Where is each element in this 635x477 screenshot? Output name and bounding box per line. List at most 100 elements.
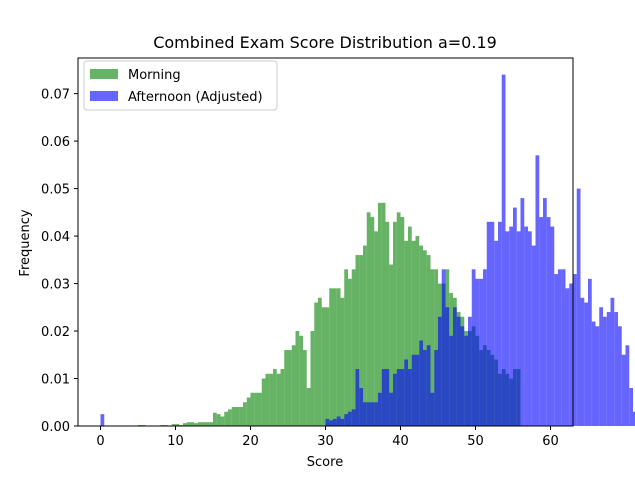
bar <box>558 269 562 426</box>
bar <box>610 297 615 426</box>
x-tick-label: 0 <box>96 434 104 449</box>
bar <box>505 231 510 426</box>
bar <box>486 221 491 426</box>
bar <box>205 422 210 426</box>
bar <box>565 288 570 426</box>
bar <box>498 221 502 426</box>
y-tick-label: 0.03 <box>41 278 70 293</box>
bar <box>438 316 442 426</box>
bar <box>550 226 555 426</box>
bar <box>374 231 378 426</box>
bar <box>456 316 461 426</box>
bar <box>625 345 630 426</box>
x-tick-label: 20 <box>242 434 259 449</box>
bar <box>603 316 607 426</box>
bar <box>340 418 345 426</box>
bar <box>228 409 232 426</box>
bar <box>250 392 255 426</box>
bar <box>426 255 431 426</box>
bar <box>348 411 352 426</box>
bar <box>475 278 480 426</box>
bar <box>325 418 330 426</box>
legend: Morning Afternoon (Adjusted) <box>83 60 278 111</box>
legend-frame <box>83 60 278 111</box>
bar <box>355 255 360 426</box>
bar <box>599 307 603 426</box>
bar <box>629 388 633 426</box>
bar <box>576 188 581 426</box>
bar <box>415 354 420 426</box>
bar <box>411 354 416 426</box>
bar <box>359 255 363 426</box>
bar <box>299 335 303 426</box>
bar <box>614 312 618 426</box>
bar <box>265 373 270 426</box>
bar <box>494 240 498 426</box>
bar <box>400 217 405 426</box>
bar <box>310 331 315 426</box>
legend-swatch-morning <box>90 69 118 79</box>
bar <box>404 240 408 426</box>
bar <box>295 331 300 426</box>
bar <box>483 269 487 426</box>
bar <box>363 245 367 426</box>
bar <box>175 424 180 426</box>
bar <box>490 221 495 426</box>
bar <box>449 335 453 426</box>
bar <box>423 350 427 426</box>
x-tick-label: 10 <box>167 434 184 449</box>
bar <box>539 217 543 426</box>
bar <box>400 369 405 426</box>
y-tick-label: 0.04 <box>41 230 70 245</box>
bar <box>246 397 251 426</box>
bar <box>348 278 352 426</box>
bar <box>198 422 202 426</box>
bar <box>269 373 273 426</box>
bar <box>509 226 513 426</box>
bar <box>186 422 191 426</box>
y-tick-label: 0.02 <box>41 325 70 340</box>
bar <box>419 245 423 426</box>
bar <box>426 345 431 426</box>
bar <box>231 407 236 426</box>
bar <box>396 369 401 426</box>
x-tick-label: 60 <box>542 434 559 449</box>
bar <box>344 414 348 426</box>
bar <box>385 369 390 426</box>
bar <box>258 392 262 426</box>
bar <box>224 411 228 426</box>
bar <box>385 221 390 426</box>
bar <box>415 236 420 426</box>
legend-label-morning: Morning <box>128 68 181 83</box>
bar <box>321 307 326 426</box>
bar <box>580 297 585 426</box>
bar <box>190 422 195 426</box>
bar <box>273 369 277 426</box>
bar <box>171 424 176 426</box>
bar <box>423 250 427 426</box>
legend-swatch-afternoon <box>90 91 118 101</box>
bar <box>213 412 217 426</box>
bar <box>340 297 345 426</box>
bar <box>441 269 446 426</box>
bar <box>606 312 611 426</box>
bar <box>303 350 307 426</box>
bar <box>291 345 296 426</box>
bar <box>419 340 423 426</box>
bar <box>216 414 221 426</box>
y-tick-label: 0.00 <box>41 420 70 435</box>
bar <box>336 416 341 426</box>
y-tick-label: 0.05 <box>41 183 70 198</box>
y-axis-label: Frequency <box>18 209 33 276</box>
x-tick-label: 40 <box>392 434 409 449</box>
bar <box>621 354 626 426</box>
y-tick-label: 0.01 <box>41 373 70 388</box>
bar <box>329 288 333 426</box>
bar <box>366 402 371 426</box>
bar <box>378 202 382 426</box>
bar <box>408 369 412 426</box>
bar <box>261 378 266 426</box>
bar <box>479 278 483 426</box>
bar <box>378 392 382 426</box>
bar <box>389 264 393 426</box>
